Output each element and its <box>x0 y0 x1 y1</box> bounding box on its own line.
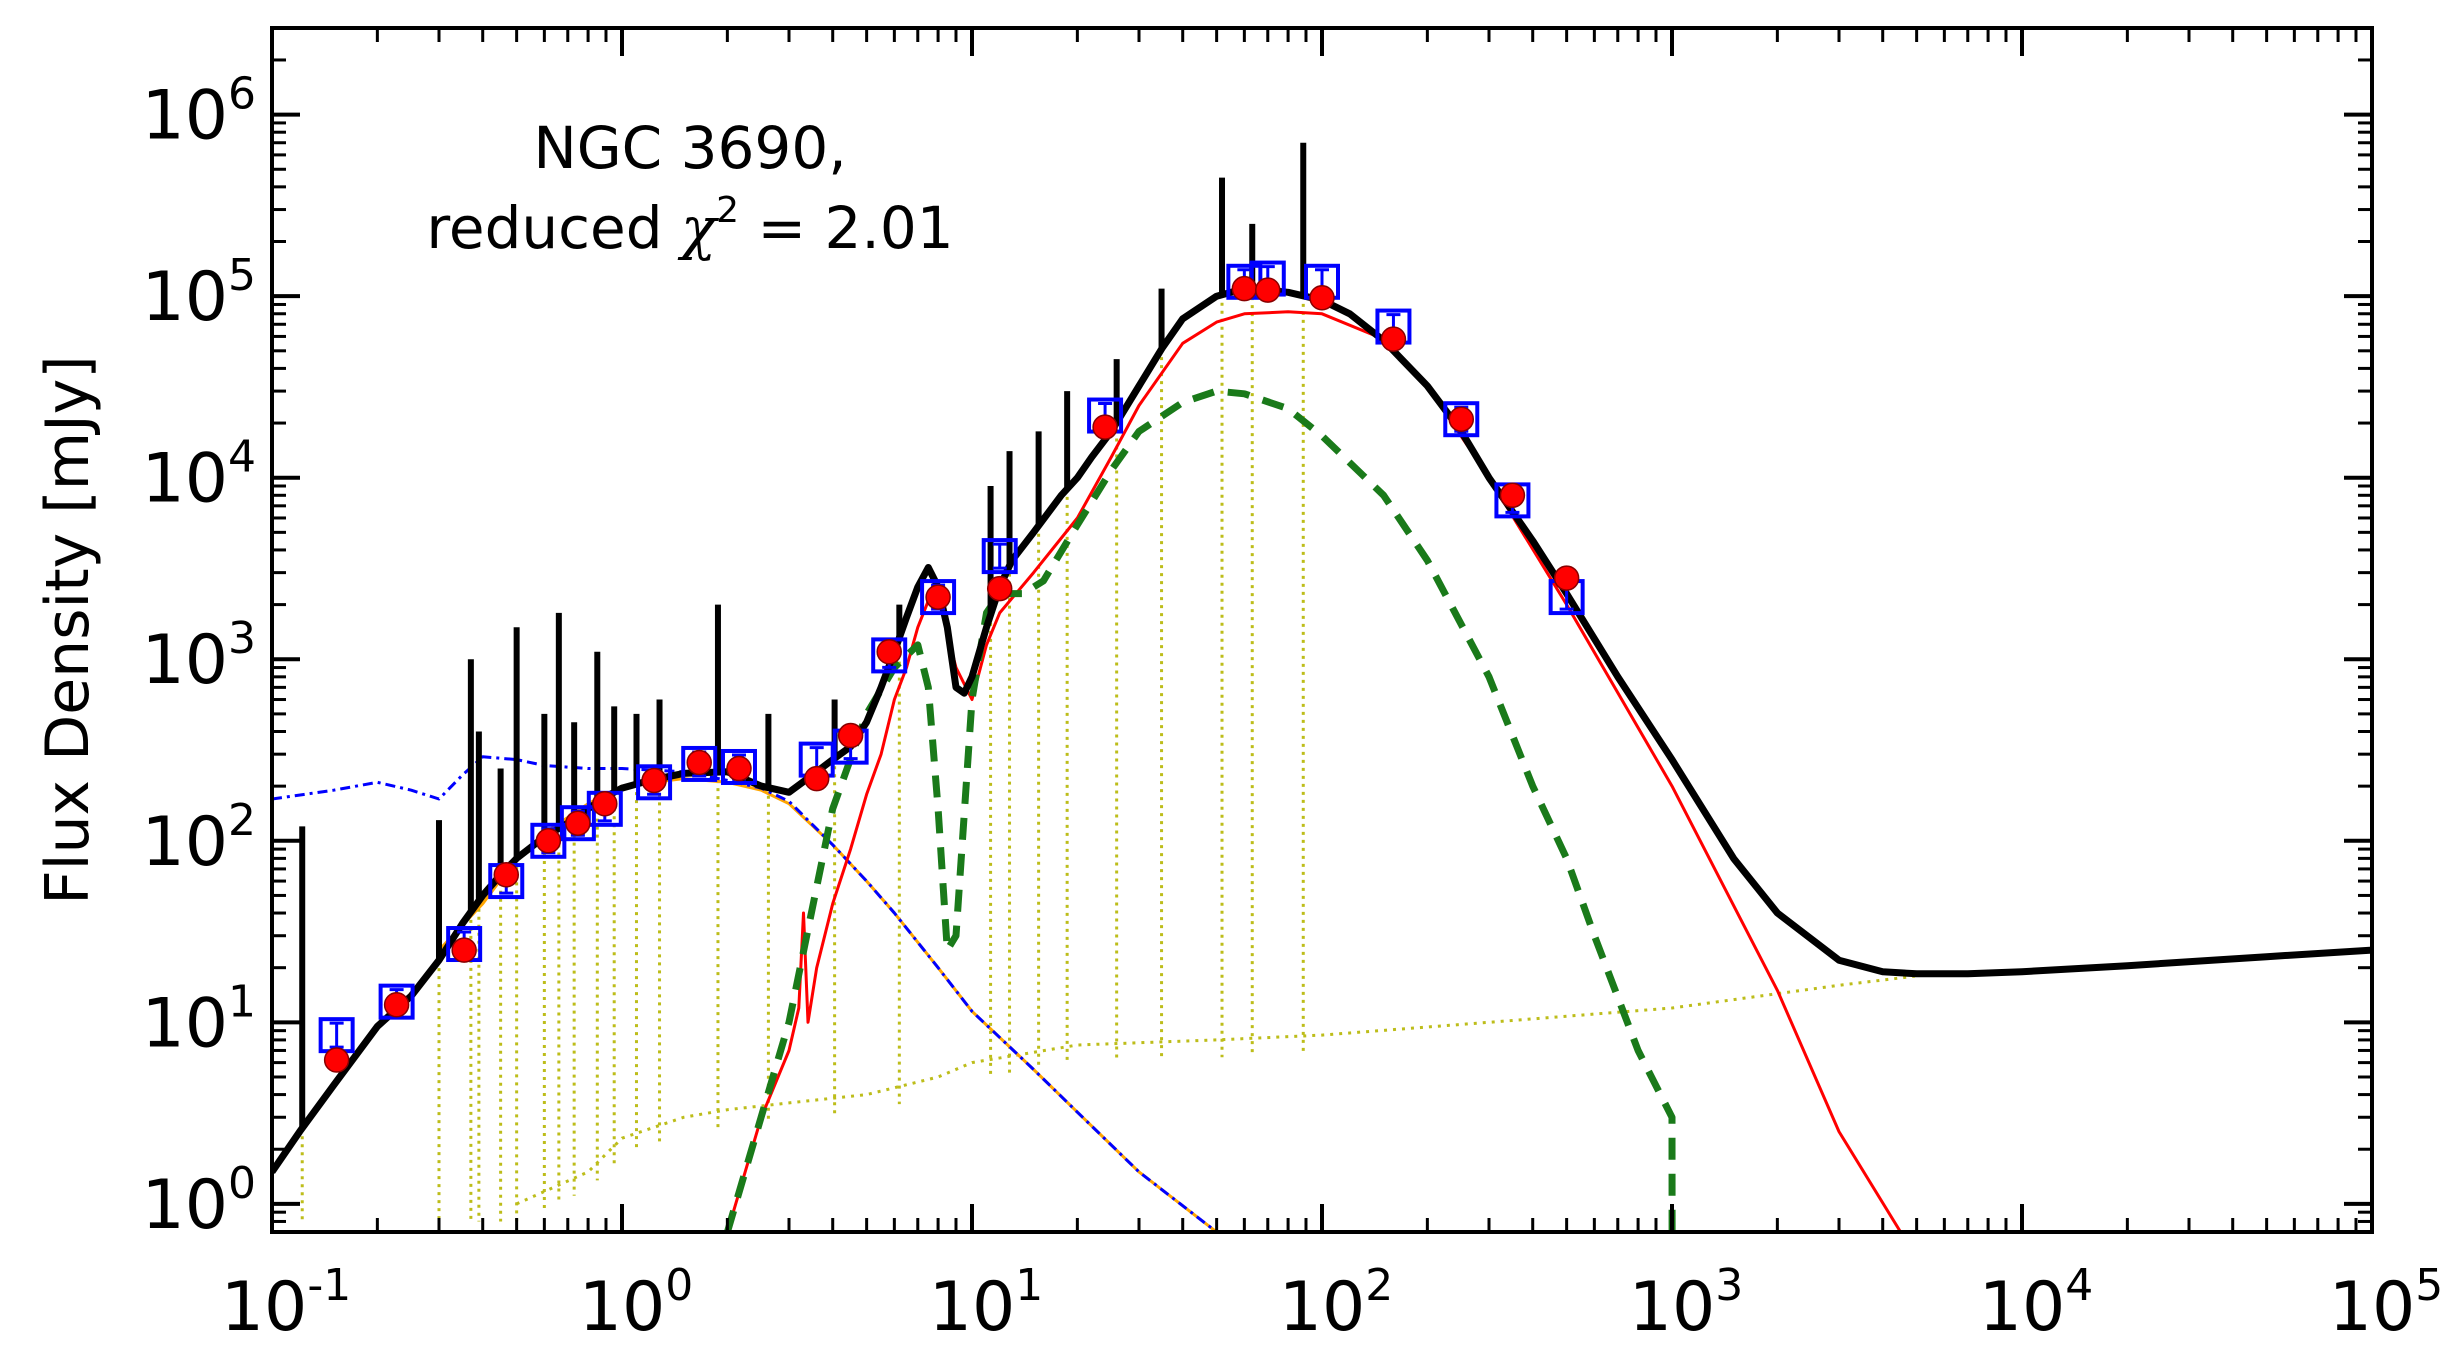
x-tick-label-3: 103 <box>1629 1260 1744 1347</box>
observed-point-14 <box>920 579 957 616</box>
model-point-3 <box>451 937 477 963</box>
x-tick-label-5: 105 <box>2329 1260 2444 1347</box>
annotation-prefix: reduced <box>426 194 681 262</box>
model-point-5 <box>535 828 562 854</box>
model-point-14 <box>925 584 951 610</box>
model-point-10 <box>726 755 752 782</box>
emission-lines-layer <box>300 289 1305 1222</box>
chi-symbol: χ <box>677 194 719 262</box>
model-point-11 <box>803 765 830 792</box>
model-point-6 <box>565 810 591 836</box>
points-layer <box>318 260 1585 1073</box>
model-point-9 <box>686 749 712 776</box>
series-unattenuated-stellar <box>272 755 1218 1232</box>
y-tick-label-0: 100 <box>141 1158 256 1245</box>
model-point-17 <box>1231 275 1258 302</box>
y-tick-label-5: 105 <box>141 250 256 337</box>
annotation-line1: NGC 3690, <box>533 114 846 182</box>
x-tick-label-1: 101 <box>929 1260 1044 1347</box>
model-point-13 <box>876 638 902 665</box>
observed-point-21 <box>1443 401 1480 438</box>
series-total-model <box>272 285 2372 1174</box>
ticks-layer <box>270 26 2374 1234</box>
y-tick-label-2: 102 <box>141 795 256 882</box>
observed-point-9 <box>681 745 718 782</box>
model-point-20 <box>1380 326 1407 352</box>
model-point-23 <box>1553 565 1580 591</box>
observed-point-2 <box>378 983 415 1020</box>
chi-exponent: 2 <box>716 190 739 231</box>
model-point-1 <box>323 1047 350 1073</box>
model-point-12 <box>837 722 864 749</box>
series-dust-emission <box>725 310 1902 1232</box>
x-tick-label-4: 104 <box>1979 1260 2094 1347</box>
y-tick-label-6: 106 <box>141 69 256 156</box>
x-tick-label-0: 100 <box>579 1260 694 1347</box>
series-agn-torus <box>724 387 1676 1232</box>
annotation-line2: reduced χ2 = 2.01 <box>426 190 953 262</box>
x-tick-label-2: 102 <box>1279 1260 1394 1347</box>
model-point-4 <box>493 862 520 888</box>
model-point-18 <box>1255 277 1281 303</box>
x-tick-label--1: 10-1 <box>221 1260 351 1347</box>
model-point-22 <box>1499 482 1526 509</box>
observed-point-15 <box>981 538 1018 575</box>
observed-point-8 <box>636 764 673 801</box>
model-point-8 <box>641 767 667 794</box>
observed-point-10 <box>720 748 757 785</box>
model-point-2 <box>383 991 410 1018</box>
model-point-7 <box>592 790 618 817</box>
annotation-suffix: = 2.01 <box>739 194 954 262</box>
tick-labels-layer: 10-1 100 101 102 103 104 105 100 101 102 103 104 105… <box>141 69 2443 1347</box>
y-axis-title: Flux Density [mJy] <box>33 355 103 904</box>
model-point-16 <box>1092 414 1118 440</box>
y-tick-label-1: 101 <box>141 976 256 1063</box>
model-point-15 <box>986 575 1013 602</box>
y-tick-label-4: 104 <box>141 432 256 519</box>
observed-errorbar-15 <box>992 542 1007 570</box>
model-point-21 <box>1448 406 1475 432</box>
y-tick-label-3: 103 <box>141 613 256 700</box>
series-layer <box>272 142 2372 1232</box>
series-nebular-line-continuum <box>515 974 1917 1206</box>
model-point-19 <box>1309 285 1335 311</box>
observed-errorbar-1 <box>329 1021 344 1049</box>
